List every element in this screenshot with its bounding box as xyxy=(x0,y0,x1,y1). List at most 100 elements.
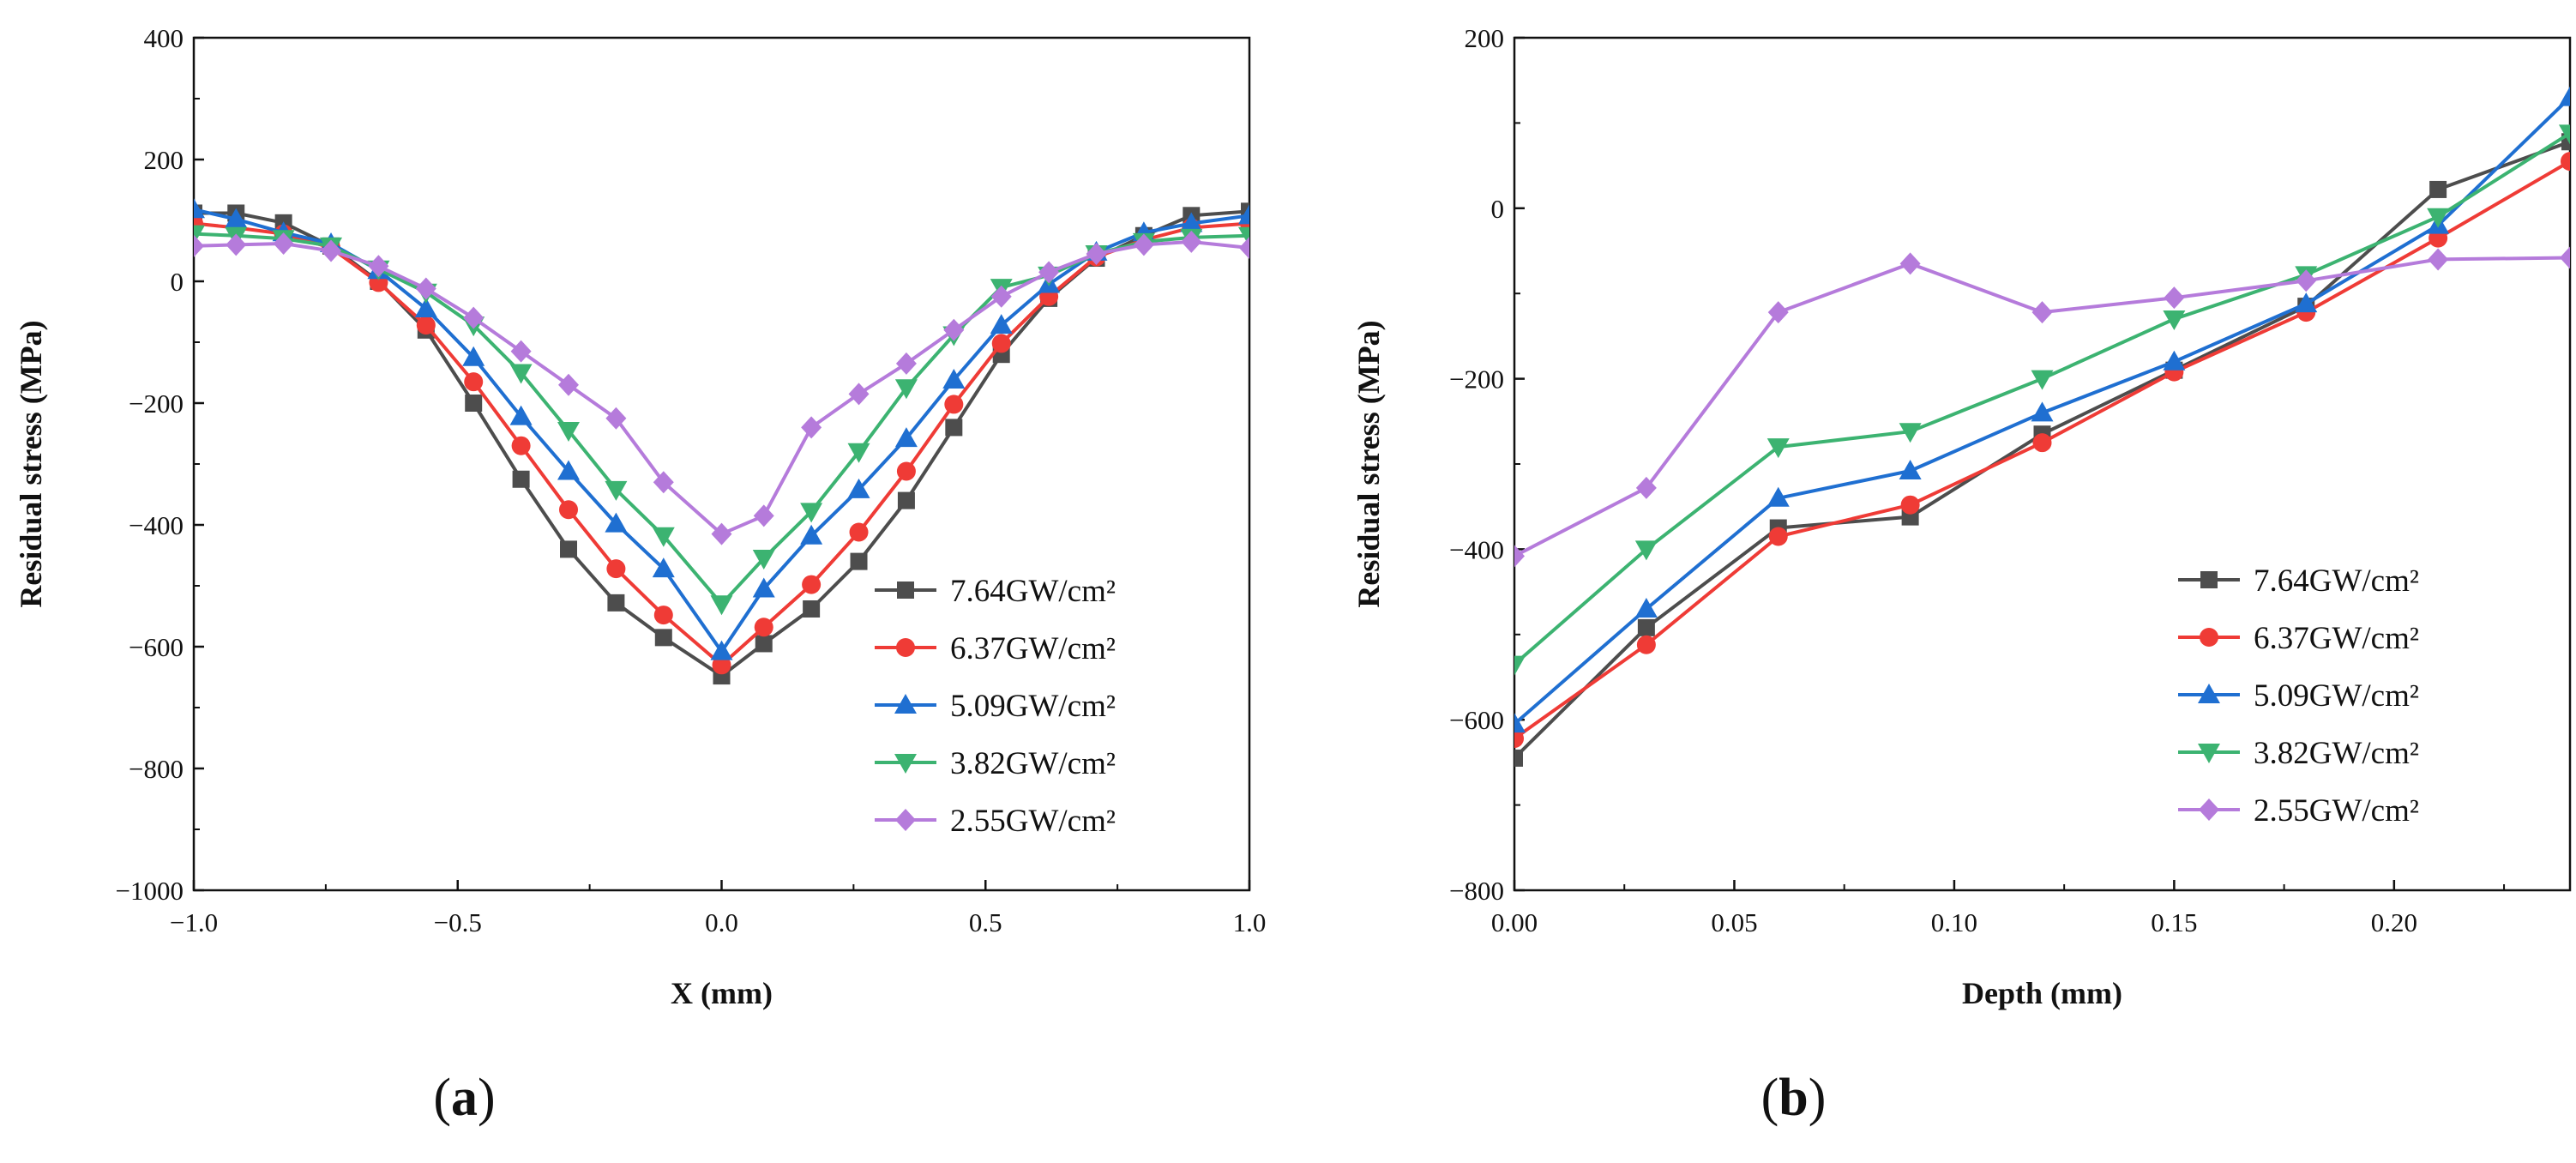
chart-b-series-5-point xyxy=(1767,301,1789,324)
chart-a-series-4-point xyxy=(557,421,581,442)
chart-a-series-2-point xyxy=(606,559,626,579)
chart-b-legend-label-4: 3.82GW/cm² xyxy=(2254,736,2419,771)
chart-a-series-3-point xyxy=(752,577,775,598)
chart-a-ytick-label: 0 xyxy=(171,267,184,297)
chart-a-series-5-point xyxy=(1086,243,1107,266)
chart-a-series-4-point xyxy=(509,364,533,384)
chart-b-series-3-point xyxy=(2031,401,2054,422)
chart-b-series-3-point xyxy=(1766,486,1790,507)
chart-b-legend-label-2: 6.37GW/cm² xyxy=(2254,621,2419,656)
chart-b-xtick-label: 0.05 xyxy=(1711,907,1757,937)
chart-a-series-5-point xyxy=(848,383,870,406)
chart-a-series-3-point xyxy=(990,314,1013,334)
chart-b-xtick-label: 0.15 xyxy=(2151,907,2197,937)
chart-a-xtick-label: −0.5 xyxy=(434,907,482,937)
chart-a-series-3-point xyxy=(462,346,485,366)
chart-b-series-5-point xyxy=(2031,301,2053,324)
chart-b-series-3-point xyxy=(1514,713,1526,733)
chart-a-series-5-point xyxy=(605,407,627,430)
chart-a-ylabel: Residual stress (MPa) xyxy=(14,320,48,607)
chart-b-xtick-label: 0.20 xyxy=(2371,907,2417,937)
chart-b-series-3-point xyxy=(2559,86,2570,106)
chart-b-series-5-point xyxy=(2560,246,2570,269)
chart-b-legend-marker-4 xyxy=(2198,744,2220,763)
chart-a-series-3-point xyxy=(194,198,205,219)
chart-b-ytick-label: 200 xyxy=(1465,23,1505,53)
chart-a-legend-label-3: 5.09GW/cm² xyxy=(950,689,1116,724)
chart-a-series-5-point xyxy=(801,416,822,439)
chart-b-series-3-point xyxy=(2295,292,2318,313)
chart-a-xtick-label: 0.5 xyxy=(969,907,1002,937)
chart-b-data-area xyxy=(1514,86,2570,767)
chart-a-series-2-point xyxy=(991,334,1011,353)
chart-a-series-5-point xyxy=(194,234,204,257)
chart-a-series-5-point xyxy=(226,233,247,256)
chart-a-ytick-label: −200 xyxy=(129,389,184,419)
chart-a-series-1-point xyxy=(1241,202,1249,220)
chart-a-series-4-point xyxy=(847,443,870,463)
chart-b-series-4-point xyxy=(2163,310,2186,331)
chart-a-ytick-label: −800 xyxy=(129,754,184,784)
chart-a-series-3-point xyxy=(710,640,733,660)
chart-a-series-1-point xyxy=(755,635,773,653)
chart-a-xtick-label: 1.0 xyxy=(1233,907,1267,937)
chart-b-series-2-point xyxy=(1900,495,1920,515)
chart-b-legend-marker-3 xyxy=(2198,684,2220,703)
chart-a-series-2-point xyxy=(802,575,822,594)
chart-a-series-5-point xyxy=(368,255,389,278)
chart-a-series-2-point xyxy=(464,372,484,392)
chart-a-series-3-point xyxy=(414,297,437,317)
chart-b-series-4-point xyxy=(1514,655,1526,676)
chart-a-series-line-5 xyxy=(194,239,1249,536)
chart-b-series-2-point xyxy=(2561,152,2570,172)
chart-a-series-4-point xyxy=(710,595,733,616)
chart-b-series-5-point xyxy=(2164,286,2185,310)
chart-a-series-2-point xyxy=(653,606,673,625)
chart-b-xtick-label: 0.00 xyxy=(1491,907,1538,937)
chart-b-xlabel: Depth (mm) xyxy=(1962,976,2122,1010)
chart-b-series-4-point xyxy=(2031,370,2054,390)
chart-b-legend-label-3: 5.09GW/cm² xyxy=(2254,678,2419,714)
chart-a-series-3-point xyxy=(509,405,533,425)
chart-b-series-2-point xyxy=(1768,527,1788,546)
chart-a-series-2-point xyxy=(896,461,916,481)
chart-b-series-3-point xyxy=(2163,350,2186,371)
chart-a-series-2-point xyxy=(416,316,436,335)
chart-a-series-2-point xyxy=(712,655,731,675)
chart-a-legend-marker-1 xyxy=(897,582,914,599)
chart-b-series-4-point xyxy=(1899,423,1922,443)
chart-b-legend-label-5: 2.55GW/cm² xyxy=(2254,793,2419,829)
chart-a-series-2-point xyxy=(559,500,579,520)
chart-a-legend-marker-3 xyxy=(894,694,917,714)
chart-a-series-5-point xyxy=(463,306,485,329)
chart-b-series-5-point xyxy=(2296,269,2317,292)
chart-a-series-5-point xyxy=(711,522,732,545)
chart-a-series-5-point xyxy=(510,340,532,363)
chart-b-series-2-point xyxy=(1636,635,1656,654)
chart-a-series-4-point xyxy=(605,480,628,501)
chart-a-legend-label-2: 6.37GW/cm² xyxy=(950,631,1116,666)
chart-a-series-5-point xyxy=(558,373,580,396)
chart-b-legend-marker-5 xyxy=(2199,798,2219,821)
chart-b-series-1-point xyxy=(1514,749,1523,767)
chart-b-series-4-point xyxy=(1634,540,1658,561)
chart-a-series-1-point xyxy=(607,594,625,612)
chart-a-series-3-point xyxy=(557,460,581,480)
chart-a-series-5-point xyxy=(415,277,436,300)
chart-a-series-4-point xyxy=(752,550,775,570)
chart-a-legend-marker-4 xyxy=(894,754,917,774)
chart-b-legend-marker-2 xyxy=(2200,628,2218,647)
chart-a-ytick-label: −1000 xyxy=(116,876,184,906)
chart-a-series-5-point xyxy=(990,285,1012,308)
chart-b-series-4-point xyxy=(2559,124,2570,145)
chart-a-series-3-point xyxy=(942,369,966,389)
chart-a-series-4-point xyxy=(652,527,675,547)
chart-b-ylabel: Residual stress (MPa) xyxy=(1351,320,1386,607)
chart-a-series-1-point xyxy=(803,600,821,618)
chart-a-series-2-point xyxy=(754,618,773,637)
chart-b-legend-label-1: 7.64GW/cm² xyxy=(2254,563,2419,599)
chart-b-series-2-point xyxy=(1514,729,1524,749)
chart-a-series-3-point xyxy=(225,208,248,228)
chart-b-series-5-point xyxy=(1514,545,1525,568)
